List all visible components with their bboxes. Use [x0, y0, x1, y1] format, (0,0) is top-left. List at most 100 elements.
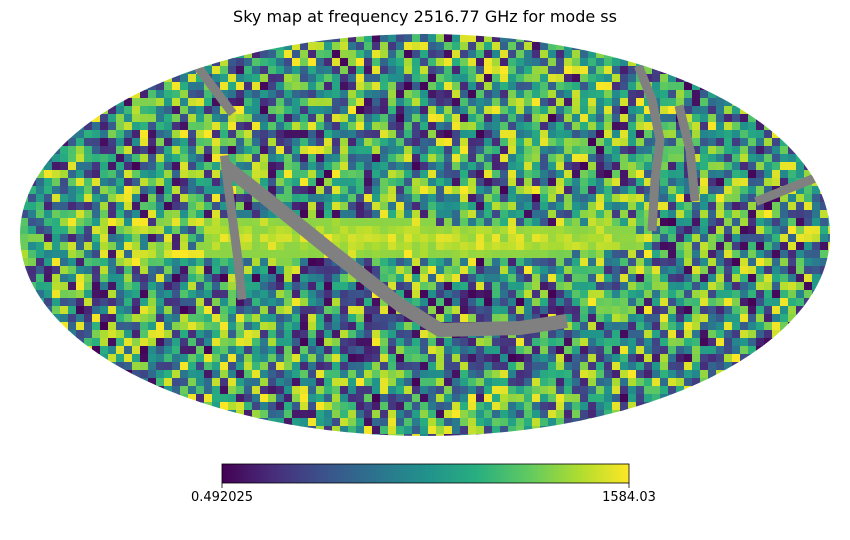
map-pixel	[28, 218, 37, 227]
map-pixel	[76, 274, 85, 283]
map-pixel	[204, 250, 213, 259]
map-pixel	[628, 266, 637, 275]
map-pixel	[412, 186, 421, 195]
map-pixel	[228, 362, 237, 371]
map-pixel	[508, 138, 517, 147]
map-pixel	[564, 250, 573, 259]
map-pixel	[396, 162, 405, 171]
map-pixel	[260, 274, 269, 283]
map-pixel	[604, 402, 613, 411]
map-pixel	[588, 298, 597, 307]
map-pixel	[212, 378, 221, 387]
map-pixel	[428, 290, 437, 299]
map-pixel	[212, 258, 221, 267]
map-pixel	[764, 346, 773, 355]
map-pixel	[588, 98, 597, 107]
map-pixel	[332, 162, 341, 171]
map-pixel	[540, 106, 549, 115]
map-pixel	[452, 122, 461, 131]
map-pixel	[628, 74, 637, 83]
map-pixel	[396, 418, 405, 427]
map-pixel	[292, 314, 301, 323]
map-pixel	[164, 314, 173, 323]
map-pixel	[316, 290, 325, 299]
map-pixel	[100, 178, 109, 187]
map-pixel	[412, 66, 421, 75]
map-pixel	[228, 66, 237, 75]
map-pixel	[76, 226, 85, 235]
map-pixel	[396, 362, 405, 371]
map-pixel	[732, 178, 741, 187]
map-pixel	[372, 162, 381, 171]
map-pixel	[180, 218, 189, 227]
map-pixel	[388, 362, 397, 371]
map-pixel	[492, 98, 501, 107]
map-pixel	[308, 426, 317, 435]
map-pixel	[292, 58, 301, 67]
map-pixel	[60, 146, 69, 155]
map-pixel	[564, 74, 573, 83]
map-pixel	[748, 178, 757, 187]
map-pixel	[92, 210, 101, 219]
map-pixel	[124, 162, 133, 171]
map-pixel	[260, 362, 269, 371]
map-pixel	[372, 346, 381, 355]
map-pixel	[364, 314, 373, 323]
map-pixel	[556, 258, 565, 267]
map-pixel	[108, 226, 117, 235]
map-pixel	[124, 330, 133, 339]
map-pixel	[596, 74, 605, 83]
map-pixel	[660, 234, 669, 243]
map-pixel	[404, 50, 413, 59]
map-pixel	[156, 122, 165, 131]
map-pixel	[540, 146, 549, 155]
map-pixel	[540, 426, 549, 435]
map-pixel	[260, 90, 269, 99]
map-pixel	[468, 258, 477, 267]
map-pixel	[572, 226, 581, 235]
map-pixel	[260, 298, 269, 307]
map-pixel	[100, 290, 109, 299]
map-pixel	[460, 178, 469, 187]
map-pixel	[420, 138, 429, 147]
map-pixel	[684, 194, 693, 203]
map-pixel	[652, 338, 661, 347]
map-pixel	[788, 226, 797, 235]
map-pixel	[236, 330, 245, 339]
map-pixel	[356, 114, 365, 123]
map-pixel	[252, 138, 261, 147]
map-pixel	[460, 258, 469, 267]
map-pixel	[388, 402, 397, 411]
map-pixel	[404, 346, 413, 355]
map-pixel	[228, 250, 237, 259]
map-pixel	[628, 98, 637, 107]
map-pixel	[476, 138, 485, 147]
map-pixel	[660, 202, 669, 211]
map-pixel	[124, 210, 133, 219]
map-pixel	[468, 146, 477, 155]
map-pixel	[60, 130, 69, 139]
map-pixel	[620, 242, 629, 251]
map-pixel	[428, 186, 437, 195]
map-pixel	[468, 250, 477, 259]
map-pixel	[300, 250, 309, 259]
map-pixel	[436, 82, 445, 91]
map-pixel	[668, 178, 677, 187]
map-pixel	[708, 250, 717, 259]
map-pixel	[316, 66, 325, 75]
map-pixel	[332, 290, 341, 299]
map-pixel	[412, 362, 421, 371]
map-pixel	[300, 298, 309, 307]
map-pixel	[492, 410, 501, 419]
map-pixel	[644, 330, 653, 339]
map-pixel	[188, 394, 197, 403]
map-pixel	[620, 378, 629, 387]
map-pixel	[484, 58, 493, 67]
map-pixel	[364, 122, 373, 131]
map-pixel	[228, 354, 237, 363]
map-pixel	[36, 170, 45, 179]
map-pixel	[516, 162, 525, 171]
map-pixel	[300, 258, 309, 267]
map-pixel	[484, 410, 493, 419]
map-pixel	[252, 322, 261, 331]
